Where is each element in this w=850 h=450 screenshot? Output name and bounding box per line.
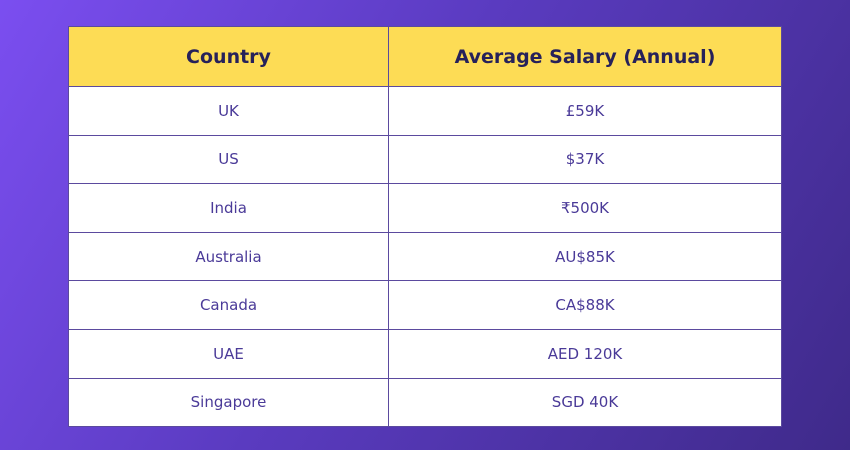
country-cell: Canada xyxy=(68,280,389,330)
header-country: Country xyxy=(68,26,389,87)
header-salary: Average Salary (Annual) xyxy=(388,26,782,87)
country-cell: Australia xyxy=(68,231,389,282)
table-row: India ₹500K xyxy=(68,183,782,233)
salary-cell: £59K xyxy=(388,86,782,136)
country-cell: UK xyxy=(68,86,389,136)
country-cell: UAE xyxy=(68,328,389,379)
table-row: Canada CA$88K xyxy=(68,280,782,330)
salary-table: Country Average Salary (Annual) UK £59K US… xyxy=(68,26,782,428)
country-cell: US xyxy=(68,134,389,185)
salary-cell: AED 120K xyxy=(388,328,782,379)
salary-cell: AU$85K xyxy=(388,231,782,282)
country-cell: India xyxy=(68,183,389,233)
salary-cell: CA$88K xyxy=(388,280,782,330)
table-row: UK £59K xyxy=(68,86,782,136)
table-row: UAE AED 120K xyxy=(68,328,782,379)
table-row: US $37K xyxy=(68,134,782,185)
table-row: Singapore SGD 40K xyxy=(68,377,782,428)
salary-cell: ₹500K xyxy=(388,183,782,233)
salary-cell: $37K xyxy=(388,134,782,185)
country-cell: Singapore xyxy=(68,377,389,428)
salary-cell: SGD 40K xyxy=(388,377,782,428)
header-row: Country Average Salary (Annual) xyxy=(68,26,782,87)
table-row: Australia AU$85K xyxy=(68,231,782,282)
